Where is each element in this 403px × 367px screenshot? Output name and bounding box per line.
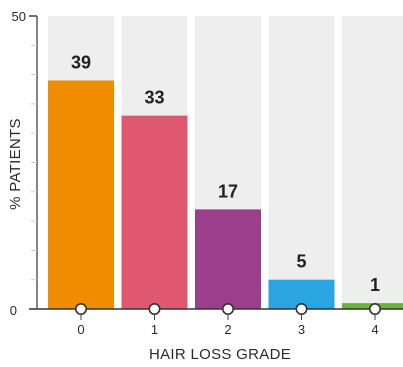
data-labels: 39 33 17 5 1 [71, 52, 380, 295]
data-label: 17 [218, 181, 238, 201]
x-axis-marker [75, 302, 88, 315]
y-minor-ticks [31, 44, 37, 281]
y-tick-label-bottom: 0 [10, 303, 17, 318]
data-bars [48, 80, 403, 310]
x-tick-label: 1 [151, 322, 158, 337]
x-tick-label: 4 [371, 322, 378, 337]
x-tick-label: 2 [224, 322, 231, 337]
x-axis-markers [75, 302, 381, 320]
y-tick-label-top: 50 [12, 9, 26, 24]
background-bar [342, 16, 403, 309]
x-axis-marker [148, 302, 161, 315]
x-axis-marker [295, 302, 308, 315]
bar-grade-2 [195, 209, 261, 309]
x-axis-title: HAIR LOSS GRADE [149, 346, 291, 363]
background-bar [268, 16, 335, 309]
x-axis-marker [368, 302, 381, 315]
y-axis: 50 0 % PATIENTS [7, 9, 38, 318]
data-label: 33 [144, 88, 164, 108]
y-axis-title: % PATIENTS [7, 118, 24, 210]
x-axis: 0 1 2 3 4 HAIR LOSS GRADE [29, 302, 403, 363]
data-label: 5 [296, 252, 306, 272]
x-tick-label: 3 [298, 322, 305, 337]
x-tick-label: 0 [77, 322, 84, 337]
bar-grade-1 [121, 115, 188, 310]
bar-grade-0 [48, 80, 114, 310]
x-axis-marker [222, 302, 235, 315]
data-label: 1 [370, 275, 380, 295]
x-tick-labels: 0 1 2 3 4 [77, 322, 378, 337]
data-label: 39 [71, 52, 91, 72]
